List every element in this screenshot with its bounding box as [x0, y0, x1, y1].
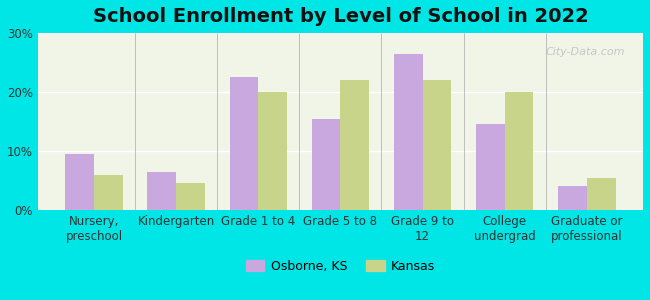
Bar: [587, 178, 616, 210]
Bar: [476, 124, 504, 210]
Bar: [176, 184, 205, 210]
Title: School Enrollment by Level of School in 2022: School Enrollment by Level of School in …: [92, 7, 588, 26]
Bar: [65, 154, 94, 210]
Bar: [422, 80, 451, 210]
Bar: [341, 80, 369, 210]
Legend: Osborne, KS, Kansas: Osborne, KS, Kansas: [240, 255, 440, 278]
Text: City-Data.com: City-Data.com: [545, 47, 625, 57]
Bar: [94, 175, 123, 210]
Bar: [312, 118, 341, 210]
Bar: [148, 172, 176, 210]
Bar: [229, 77, 258, 210]
Bar: [394, 54, 422, 210]
Bar: [258, 92, 287, 210]
Bar: [558, 186, 587, 210]
Bar: [504, 92, 534, 210]
